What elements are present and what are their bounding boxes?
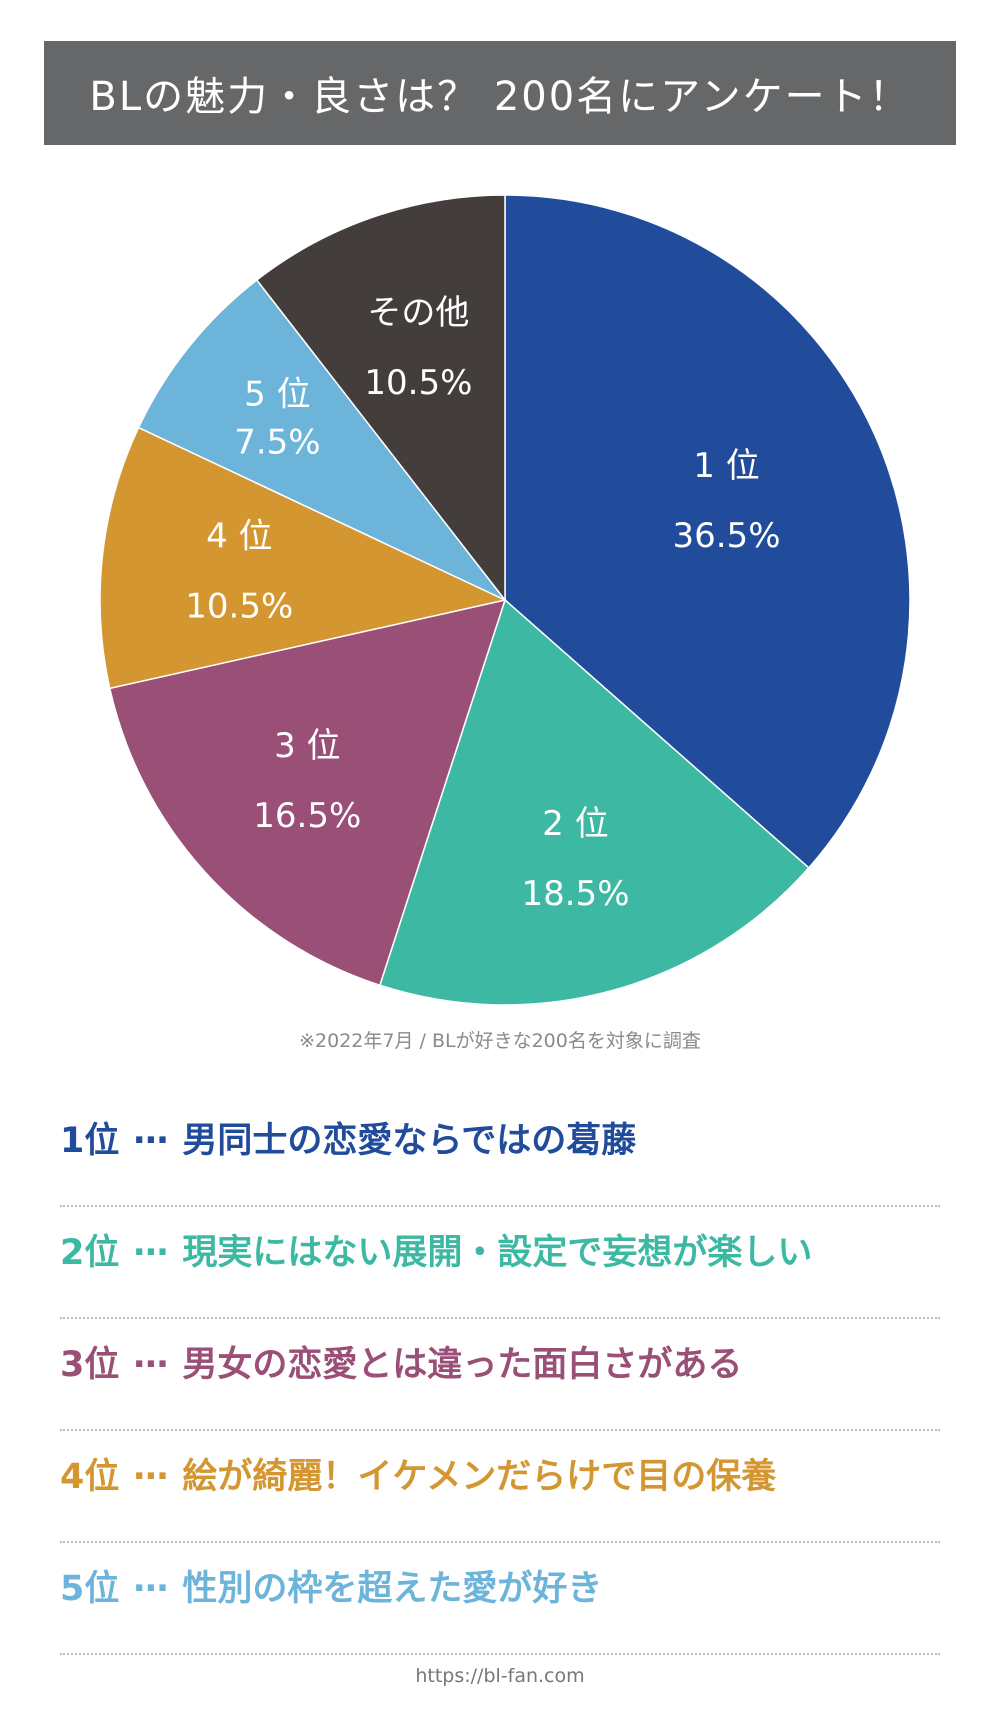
ranking-item-1: 1位 … 男同士の恋愛ならではの葛藤 — [60, 1095, 940, 1207]
rank-separator: … — [133, 1224, 169, 1264]
slice-value-6: 10.5% — [364, 363, 472, 403]
slice-value-4: 10.5% — [185, 587, 293, 627]
slice-label-3: 3 位 — [274, 726, 340, 766]
rank-label: 2位 — [60, 1233, 120, 1273]
slice-label-4: 4 位 — [206, 517, 272, 557]
footer-url: https://bl-fan.com — [415, 1665, 585, 1687]
rank-label: 3位 — [60, 1345, 120, 1385]
ranking-item-3: 3位 … 男女の恋愛とは違った面白さがある — [60, 1319, 940, 1431]
slice-value-5: 7.5% — [234, 423, 320, 463]
rank-text: 男同士の恋愛ならではの葛藤 — [182, 1121, 637, 1161]
slice-value-1: 36.5% — [672, 516, 780, 556]
pie-slice-6 — [255, 194, 506, 603]
pie-slice-5 — [137, 278, 506, 601]
rank-separator: … — [133, 1336, 169, 1376]
rank-separator: … — [133, 1560, 169, 1600]
pie-slice-3 — [108, 598, 507, 987]
slice-label-1: 1 位 — [693, 446, 759, 486]
ranking-item-2: 2位 … 現実にはない展開・設定で妄想が楽しい — [60, 1207, 940, 1319]
chart-title: BLの魅力・良さは？ 200名にアンケート！ — [44, 41, 956, 145]
ranking-item-5: 5位 … 性別の枠を超えた愛が好き — [60, 1543, 940, 1655]
ranking-item-4: 4位 … 絵が綺麗！イケメンだらけで目の保養 — [60, 1431, 940, 1543]
rank-text: 男女の恋愛とは違った面白さがある — [182, 1345, 743, 1385]
survey-note: ※2022年7月 / BLが好きな200名を対象に調査 — [299, 1030, 701, 1052]
pie-chart: 1 位 36.5% 2 位 18.5% 3 位 16.5% 4 位 10.5% 5 位 7.5% そ… — [99, 194, 911, 1006]
rank-separator: … — [133, 1112, 169, 1152]
rank-label: 5位 — [60, 1569, 120, 1609]
ranking-list: 1位 … 男同士の恋愛ならではの葛藤 2位 … 現実にはない展開・設定で妄想が楽… — [60, 1095, 940, 1655]
slice-label-5: 5 位 — [244, 375, 310, 415]
pie-slice-1 — [504, 194, 911, 869]
rank-text: 現実にはない展開・設定で妄想が楽しい — [182, 1233, 813, 1273]
rank-label: 1位 — [60, 1121, 120, 1161]
rank-text: 性別の枠を超えた愛が好き — [182, 1569, 603, 1609]
slice-value-3: 16.5% — [253, 796, 361, 836]
slice-label-6: その他 — [367, 293, 469, 333]
slice-label-2: 2 位 — [542, 804, 608, 844]
rank-label: 4位 — [60, 1457, 120, 1497]
pie-slice-2 — [378, 598, 810, 1006]
slice-value-2: 18.5% — [521, 874, 629, 914]
rank-text: 絵が綺麗！イケメンだらけで目の保養 — [182, 1457, 777, 1497]
pie-slice-4 — [99, 426, 508, 690]
rank-separator: … — [133, 1448, 169, 1488]
